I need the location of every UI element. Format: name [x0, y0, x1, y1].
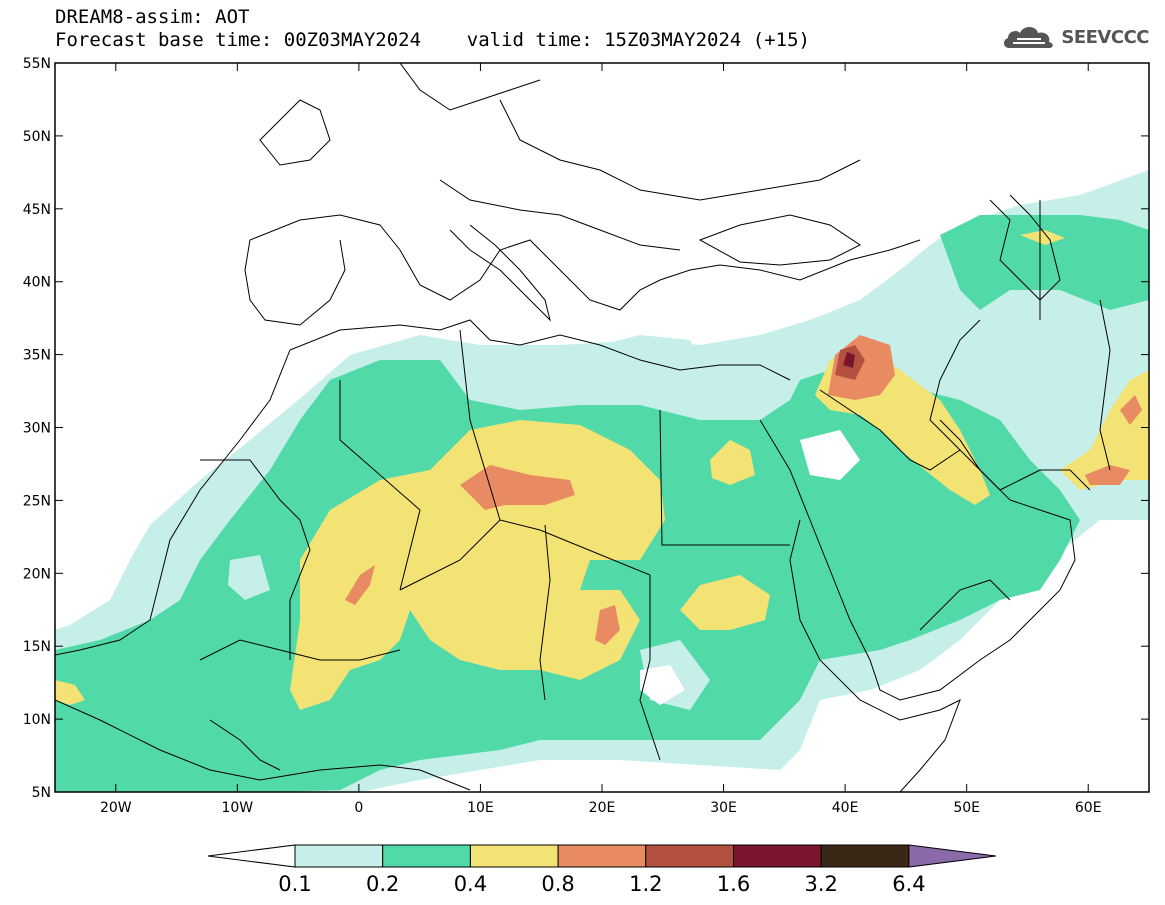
- lon-tick-label: 10W: [221, 800, 253, 816]
- aot-patch: [640, 665, 685, 705]
- colorbar-swatch: [469, 844, 559, 868]
- colorbar-label: 6.4: [892, 872, 925, 896]
- colorbar-label: 1.6: [717, 872, 750, 896]
- aot-level-0.4: [710, 440, 755, 485]
- lat-tick-label: 40N: [23, 275, 51, 291]
- aot-level-0.1-med: [600, 335, 700, 365]
- colorbar-swatch: [382, 844, 471, 868]
- seevccc-logo: SEEVCCC: [1001, 22, 1149, 52]
- longitude-axis: 20W 10W 0 10E 20E 30E 40E 50E 60E: [100, 63, 1102, 816]
- lon-tick-label: 40E: [832, 800, 859, 816]
- border: [200, 459, 311, 660]
- colorbar-over-arrow: [908, 844, 996, 868]
- aot-field: [55, 170, 1149, 792]
- border: [539, 524, 551, 701]
- aot-level-0.4: [1060, 370, 1149, 490]
- aot-patch: [228, 555, 270, 600]
- border: [499, 99, 861, 201]
- coastlines-borders: [55, 63, 1111, 792]
- border: [339, 380, 421, 591]
- aot-patch: [800, 430, 860, 480]
- colorbar-swatch: [645, 844, 734, 868]
- lat-tick-label: 15N: [23, 639, 51, 655]
- black-sea-coast: [698, 214, 861, 266]
- uk-coastline: [259, 99, 331, 166]
- lat-tick-label: 10N: [23, 712, 51, 728]
- colorbar-label: 0.8: [541, 872, 574, 896]
- aot-level-0.8: [345, 565, 375, 605]
- colorbar-label: 3.2: [804, 872, 837, 896]
- africa-coastline: [55, 319, 791, 656]
- lat-tick-label: 20N: [23, 566, 51, 582]
- latitude-axis: 5N 10N 15N 20N 25N 30N 35N 40N 45N 50N 55N: [23, 56, 1149, 801]
- lat-tick-label: 45N: [23, 202, 51, 218]
- colorbar-swatch: [733, 844, 822, 868]
- aot-level-1.6: [843, 352, 855, 368]
- italy-coastline: [449, 224, 551, 322]
- lon-tick-label: 60E: [1075, 800, 1102, 816]
- lon-tick-label: 10E: [467, 800, 494, 816]
- cloud-icon: [1004, 27, 1054, 48]
- lat-tick-label: 55N: [23, 56, 51, 72]
- lon-tick-label: 20E: [589, 800, 616, 816]
- lat-tick-label: 30N: [23, 421, 51, 437]
- aot-level-0.8: [460, 465, 575, 510]
- lat-tick-label: 50N: [23, 129, 51, 145]
- iberia-coastline: [244, 239, 346, 326]
- aot-level-0.4: [55, 680, 85, 705]
- border: [199, 639, 401, 661]
- logo-text: SEEVCCC: [1061, 26, 1149, 48]
- border: [929, 319, 981, 421]
- scandinavia-coastline: [399, 63, 541, 111]
- border: [819, 389, 961, 471]
- border: [639, 575, 661, 761]
- border: [439, 179, 681, 251]
- europe-coastline: [249, 214, 921, 311]
- colorbar: 0.1 0.2 0.4 0.8 1.2 1.6 3.2 6.4: [207, 844, 996, 896]
- border: [399, 519, 501, 591]
- border: [919, 579, 1011, 631]
- colorbar-label: 0.1: [278, 872, 311, 896]
- border: [1099, 299, 1111, 471]
- aot-level-0.2-north: [940, 215, 1149, 310]
- colorbar-label: 1.2: [629, 872, 662, 896]
- aot-level-0.8: [1120, 395, 1142, 425]
- lat-tick-label: 5N: [32, 785, 51, 801]
- persian-gulf-coast: [939, 419, 1091, 491]
- forecast-times: Forecast base time: 00Z03MAY2024 valid t…: [55, 29, 810, 51]
- lon-tick-label: 20W: [100, 800, 132, 816]
- aot-level-0.8: [1085, 465, 1130, 485]
- border: [659, 409, 790, 546]
- lon-tick-label: 50E: [953, 800, 980, 816]
- guinea-coastline: [55, 699, 471, 791]
- colorbar-label: 0.2: [366, 872, 399, 896]
- horn-coastline: [789, 519, 961, 792]
- product-title: DREAM8-assim: AOT: [55, 6, 250, 28]
- map-header: DREAM8-assim: AOT Forecast base time: 00Z…: [55, 6, 810, 52]
- aot-level-0.8: [595, 605, 620, 645]
- aot-level-0.4: [1020, 230, 1065, 245]
- colorbar-under-arrow: [207, 844, 296, 868]
- colorbar-swatch: [557, 844, 647, 868]
- aot-level-0.4: [680, 575, 770, 630]
- lat-tick-label: 25N: [23, 493, 51, 509]
- lon-tick-label: 30E: [710, 800, 737, 816]
- aot-patch: [1010, 320, 1100, 420]
- colorbar-swatch: [820, 844, 910, 868]
- colorbar-swatch: [294, 844, 384, 868]
- lat-tick-label: 35N: [23, 348, 51, 364]
- colorbar-label: 0.4: [454, 872, 487, 896]
- border: [209, 719, 281, 771]
- lon-tick-label: 0: [354, 800, 363, 816]
